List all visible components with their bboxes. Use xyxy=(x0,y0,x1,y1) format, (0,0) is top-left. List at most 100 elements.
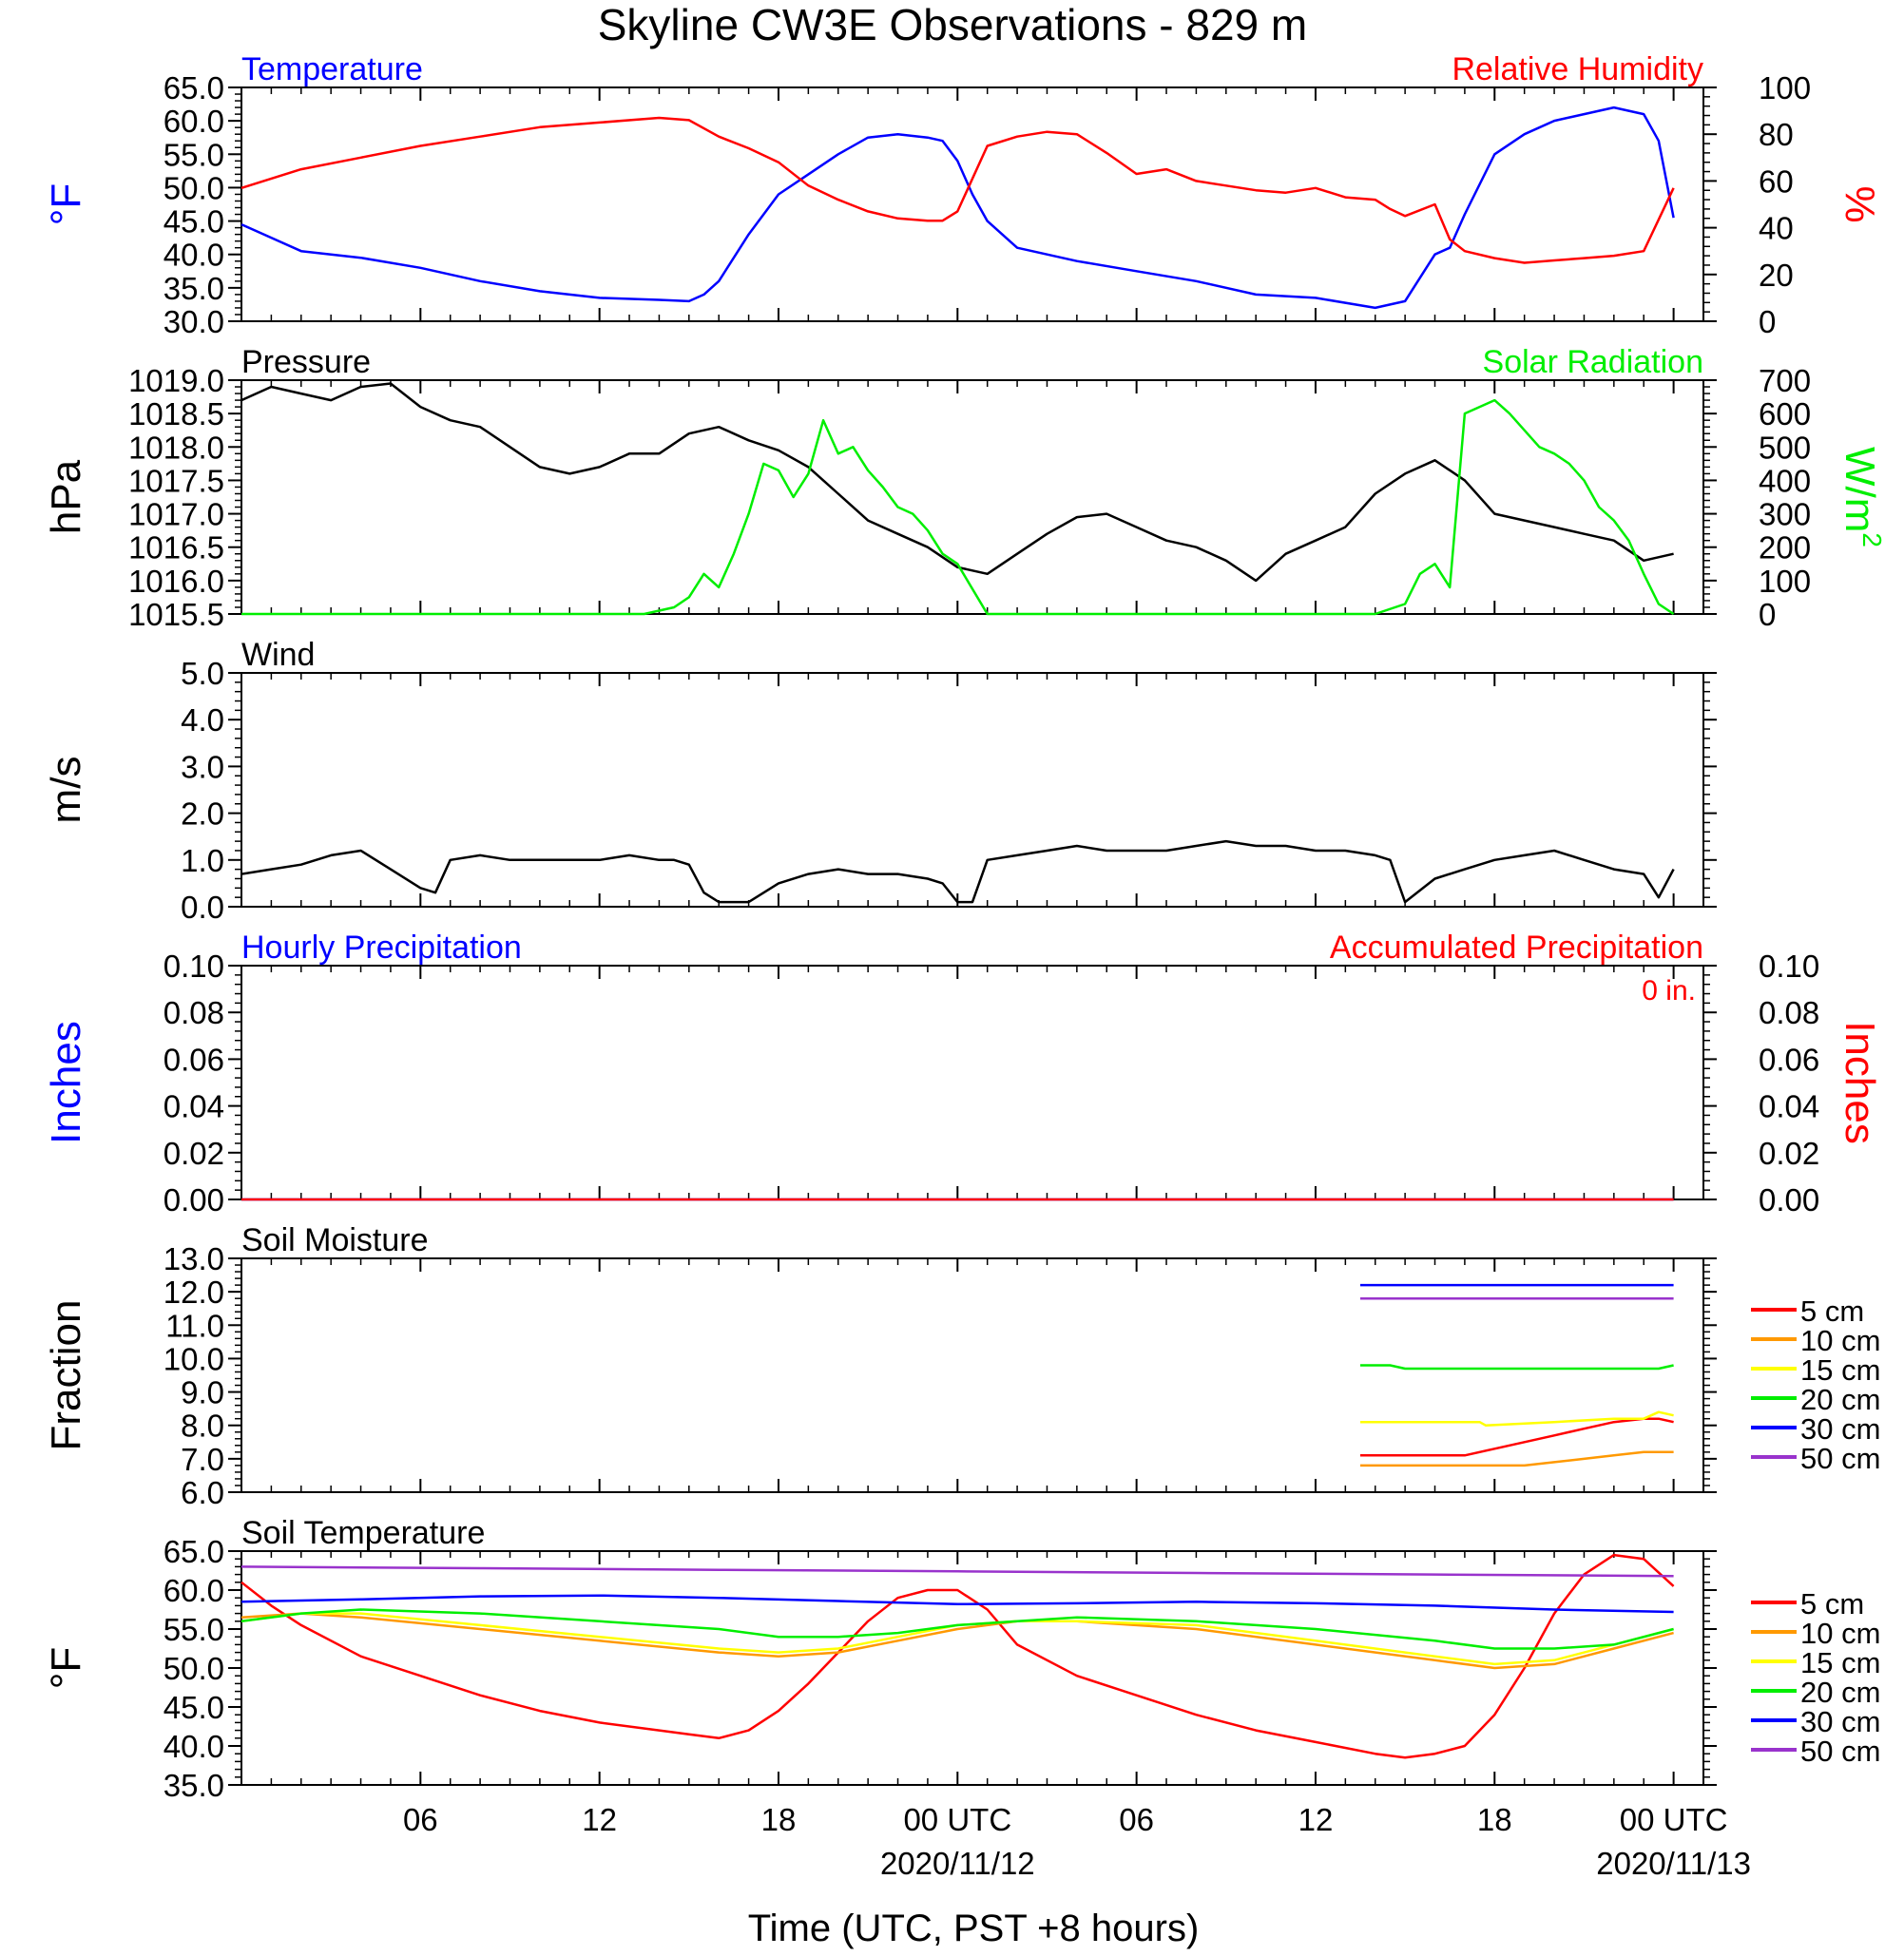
plot-frame xyxy=(240,1257,1704,1493)
panel-wind: 5.0 4.0 3.0 2.0 1.0 0.0 Wind m/s xyxy=(43,637,1717,925)
right-axis-label: W/m2 xyxy=(1837,447,1887,547)
series-line-soil_temperature-1 xyxy=(240,1612,1674,1670)
series-line-wind xyxy=(240,839,1675,904)
left-tick-label: 35.0 xyxy=(163,271,224,306)
legend-label: 15 cm xyxy=(1800,1353,1880,1387)
left-tick-label: 30.0 xyxy=(163,304,224,339)
panel-left-title: Hourly Precipitation xyxy=(241,930,522,966)
right-tick-label: 200 xyxy=(1759,530,1811,566)
legend-label: 50 cm xyxy=(1800,1735,1880,1768)
left-tick-label: 12.0 xyxy=(163,1275,224,1310)
left-tick-label: 1017.0 xyxy=(128,497,224,532)
series-line-temperature xyxy=(240,105,1675,310)
legend-label: 10 cm xyxy=(1800,1324,1880,1357)
left-axis-label: m/s xyxy=(43,757,89,824)
left-tick-label: 2.0 xyxy=(181,796,224,832)
legend-label: 30 cm xyxy=(1800,1412,1880,1446)
left-tick-label: 1018.5 xyxy=(128,396,224,431)
legend-label: 10 cm xyxy=(1800,1617,1880,1650)
left-tick-label: 1015.5 xyxy=(128,597,224,632)
panel-left-title: Wind xyxy=(241,637,315,673)
x-tick-label: 18 xyxy=(1477,1802,1512,1837)
x-axis-label: Time (UTC, PST +8 hours) xyxy=(748,1908,1200,1949)
left-tick-label: 45.0 xyxy=(163,204,224,240)
left-tick-label: 1016.5 xyxy=(128,530,224,566)
left-tick-label: 6.0 xyxy=(181,1475,224,1510)
x-tick-label: 12 xyxy=(582,1802,617,1837)
right-tick-label: 600 xyxy=(1759,396,1811,431)
left-tick-label: 1.0 xyxy=(181,843,224,878)
right-tick-label: 700 xyxy=(1759,363,1811,398)
left-tick-label: 5.0 xyxy=(181,656,224,691)
right-tick-label: 0.08 xyxy=(1759,995,1819,1030)
series-line-soil_moisture-1 xyxy=(1360,1450,1674,1467)
series-line-solar-radiation xyxy=(241,398,1675,616)
series-line-soil_temperature-0 xyxy=(240,1553,1675,1759)
plot-frame xyxy=(240,379,1704,615)
right-tick-label: 500 xyxy=(1759,430,1811,465)
x-tick-label: 00 UTC xyxy=(1620,1802,1728,1837)
left-tick-label: 1017.5 xyxy=(128,463,224,498)
right-tick-label: 80 xyxy=(1759,117,1794,152)
plot-frame xyxy=(240,965,1704,1200)
panel-left-title: Soil Temperature xyxy=(241,1515,485,1551)
right-axis-label-superscript: 2 xyxy=(1857,532,1887,547)
x-tick-label: 12 xyxy=(1298,1802,1334,1837)
left-tick-label: 11.0 xyxy=(165,1308,224,1343)
left-axis-label: Fraction xyxy=(43,1300,89,1451)
left-tick-label: 0.02 xyxy=(163,1136,224,1171)
right-tick-label: 20 xyxy=(1759,258,1794,293)
panel-annotation: 0 in. xyxy=(1642,975,1696,1007)
right-tick-label: 100 xyxy=(1759,70,1811,105)
series-line-soil_temperature-2 xyxy=(240,1612,1674,1666)
left-tick-label: 0.10 xyxy=(163,949,224,984)
left-tick-label: 60.0 xyxy=(163,104,224,139)
legend-label: 15 cm xyxy=(1800,1646,1880,1679)
legend-label: 50 cm xyxy=(1800,1442,1880,1475)
x-axis: 06 12 18 00 UTC 06 12 18 00 UTC 2020/11/12 2020/1… xyxy=(403,1802,1751,1881)
series-line-soil_moisture-0 xyxy=(1360,1417,1674,1457)
right-axis-label: % xyxy=(1837,185,1883,222)
left-tick-label: 0.08 xyxy=(163,995,224,1030)
left-tick-label: 50.0 xyxy=(163,170,224,205)
x-tick-label: 00 UTC xyxy=(903,1802,1011,1837)
series-line-soil_moisture-3 xyxy=(1360,1364,1674,1371)
left-tick-label: 4.0 xyxy=(181,702,224,738)
panel-temp_rh: 65.060.055.050.045.040.035.030.0 100 80 60 4… xyxy=(43,51,1883,339)
right-axis-label: Inches xyxy=(1837,1021,1883,1144)
panel-right-title: Solar Radiation xyxy=(1483,344,1703,380)
left-axis-label: °F xyxy=(43,1647,89,1689)
panel-soil_temperature: 65.0 60.0 55.0 50.0 45.0 40.0 35.0 Soil Tempera… xyxy=(43,1515,1880,1803)
left-tick-label: 40.0 xyxy=(163,1729,224,1764)
plot-frame xyxy=(240,672,1704,908)
right-tick-label: 40 xyxy=(1759,211,1794,246)
panel-left-title: Temperature xyxy=(241,51,423,87)
left-axis-label: °F xyxy=(43,183,89,225)
panel-pressure_solar: 1019.01018.51018.01017.51017.01016.51016… xyxy=(43,344,1887,632)
panel-left-title: Pressure xyxy=(241,344,371,380)
right-tick-label: 60 xyxy=(1759,163,1794,199)
right-tick-label: 0.10 xyxy=(1759,949,1819,984)
left-tick-label: 1016.0 xyxy=(128,564,224,599)
series-line-soil_temperature-3 xyxy=(240,1608,1674,1650)
left-tick-label: 35.0 xyxy=(163,1768,224,1803)
series-line-relative-humidity xyxy=(240,116,1675,264)
left-tick-label: 7.0 xyxy=(181,1442,224,1477)
series-line-soil_temperature-5 xyxy=(240,1565,1674,1578)
plot-frame xyxy=(240,86,1704,322)
left-tick-label: 0.06 xyxy=(163,1042,224,1077)
legend-label: 5 cm xyxy=(1800,1587,1864,1620)
series-line-pressure xyxy=(240,382,1674,583)
panel-soil_moisture: 13.012.011.010.09.08.07.06.0 Soil Moistur… xyxy=(43,1222,1880,1510)
legend-label: 30 cm xyxy=(1800,1705,1880,1738)
left-tick-label: 1019.0 xyxy=(128,363,224,398)
right-tick-label: 400 xyxy=(1759,463,1811,498)
panel-right-title: Relative Humidity xyxy=(1452,51,1703,87)
panels: 65.060.055.050.045.040.035.030.010080604… xyxy=(43,51,1887,1803)
right-tick-label: 0.00 xyxy=(1759,1182,1819,1218)
left-axis-label: hPa xyxy=(43,459,89,534)
left-tick-label: 55.0 xyxy=(163,1612,224,1647)
right-tick-label: 0.02 xyxy=(1759,1136,1819,1171)
left-tick-label: 0.00 xyxy=(163,1182,224,1218)
left-tick-label: 65.0 xyxy=(163,1534,224,1569)
